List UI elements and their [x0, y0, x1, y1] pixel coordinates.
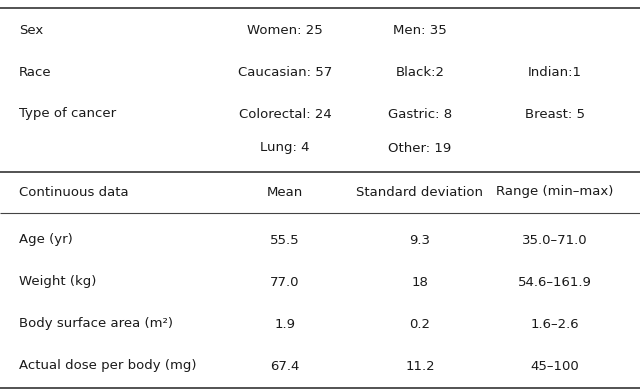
Text: 0.2: 0.2	[410, 317, 431, 330]
Text: Body surface area (m²): Body surface area (m²)	[19, 317, 173, 330]
Text: 35.0–71.0: 35.0–71.0	[522, 233, 588, 246]
Text: Continuous data: Continuous data	[19, 185, 129, 199]
Text: Other: 19: Other: 19	[388, 142, 452, 154]
Text: Race: Race	[19, 66, 52, 79]
Text: 45–100: 45–100	[531, 359, 579, 373]
Text: Women: 25: Women: 25	[247, 23, 323, 36]
Text: Black:2: Black:2	[396, 66, 445, 79]
Text: 54.6–161.9: 54.6–161.9	[518, 276, 592, 289]
Text: 11.2: 11.2	[405, 359, 435, 373]
Text: Men: 35: Men: 35	[393, 23, 447, 36]
Text: 1.9: 1.9	[275, 317, 296, 330]
Text: Range (min–max): Range (min–max)	[496, 185, 614, 199]
Text: Gastric: 8: Gastric: 8	[388, 108, 452, 120]
Text: 67.4: 67.4	[270, 359, 300, 373]
Text: 9.3: 9.3	[410, 233, 431, 246]
Text: Lung: 4: Lung: 4	[260, 142, 310, 154]
Text: Sex: Sex	[19, 23, 44, 36]
Text: 55.5: 55.5	[270, 233, 300, 246]
Text: Age (yr): Age (yr)	[19, 233, 73, 246]
Text: Standard deviation: Standard deviation	[356, 185, 483, 199]
Text: 18: 18	[412, 276, 428, 289]
Text: Colorectal: 24: Colorectal: 24	[239, 108, 332, 120]
Text: 77.0: 77.0	[270, 276, 300, 289]
Text: Mean: Mean	[267, 185, 303, 199]
Text: Type of cancer: Type of cancer	[19, 108, 116, 120]
Text: 1.6–2.6: 1.6–2.6	[531, 317, 579, 330]
Text: Caucasian: 57: Caucasian: 57	[238, 66, 332, 79]
Text: Indian:1: Indian:1	[528, 66, 582, 79]
Text: Breast: 5: Breast: 5	[525, 108, 585, 120]
Text: Actual dose per body (mg): Actual dose per body (mg)	[19, 359, 196, 373]
Text: Weight (kg): Weight (kg)	[19, 276, 97, 289]
